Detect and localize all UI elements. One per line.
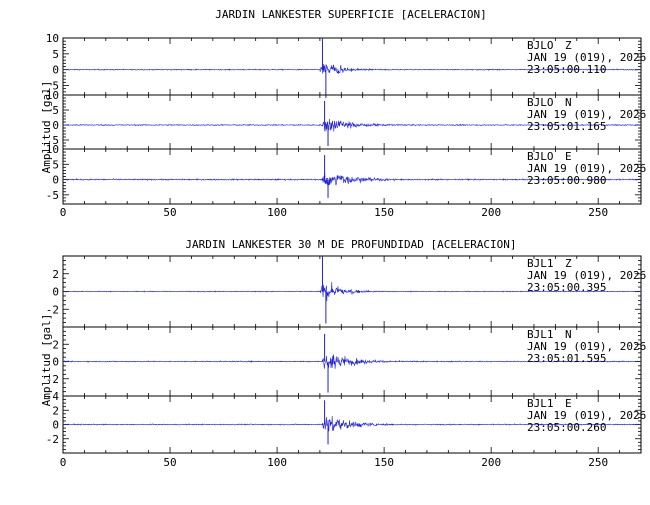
waveform-trace — [62, 118, 642, 132]
x-tick-label: 0 — [60, 456, 67, 469]
time-label: 23:05:00.395 — [527, 281, 606, 294]
x-tick-label: 50 — [163, 206, 176, 219]
x-tick-label: 200 — [481, 456, 501, 469]
station-label: BJL1 — [527, 257, 554, 270]
y-axis-label: Amplitud [gal] — [40, 314, 53, 407]
date-label: JAN 19 (019), 2026 — [527, 108, 646, 121]
date-label: JAN 19 (019), 2026 — [527, 340, 646, 353]
x-tick-label: 50 — [163, 456, 176, 469]
date-label: JAN 19 (019), 2026 — [527, 269, 646, 282]
time-label: 23:05:00.980 — [527, 174, 606, 187]
time-label: 23:05:01.165 — [527, 120, 606, 133]
time-label: 23:05:00.110 — [527, 63, 606, 76]
date-label: JAN 19 (019), 2026 — [527, 409, 646, 422]
y-tick-label: 0 — [52, 419, 59, 432]
y-tick-label: 0 — [52, 64, 59, 77]
y-tick-label: -2 — [46, 373, 59, 386]
waveform-trace — [62, 281, 642, 301]
component-label: E — [565, 150, 572, 163]
x-tick-label: 250 — [588, 456, 608, 469]
borehole-acceleration-block: JARDIN LANKESTER 30 M DE PROFUNDIDAD [AC… — [40, 238, 646, 469]
x-tick-label: 150 — [374, 206, 394, 219]
chart-title: JARDIN LANKESTER 30 M DE PROFUNDIDAD [AC… — [185, 238, 516, 251]
x-tick-label: 150 — [374, 456, 394, 469]
component-label: N — [565, 328, 572, 341]
component-label: E — [565, 397, 572, 410]
y-tick-label: -2 — [46, 303, 59, 316]
y-tick-label: 2 — [52, 404, 59, 417]
y-tick-label: 5 — [52, 134, 59, 147]
y-axis-label: Amplitud [gal] — [40, 81, 53, 174]
date-label: JAN 19 (019), 2026 — [527, 51, 646, 64]
y-tick-label: 5 — [52, 80, 59, 93]
y-tick-label: -4 — [46, 390, 60, 403]
y-tick-label: 2 — [52, 268, 59, 281]
y-tick-label: 2 — [52, 338, 59, 351]
waveform-trace — [62, 171, 642, 187]
y-tick-label: 0 — [52, 286, 59, 299]
component-label: Z — [565, 39, 572, 52]
x-tick-label: 200 — [481, 206, 501, 219]
date-label: JAN 19 (019), 2026 — [527, 162, 646, 175]
chart-title: JARDIN LANKESTER SUPERFICIE [ACELERACION… — [215, 8, 487, 21]
y-tick-label: -2 — [46, 433, 59, 446]
y-tick-label: 10 — [46, 143, 59, 156]
component-label: N — [565, 96, 572, 109]
station-label: BJLO — [527, 39, 554, 52]
station-label: BJLO — [527, 96, 554, 109]
y-tick-label: 0 — [52, 174, 59, 187]
y-tick-label: 0 — [52, 119, 59, 132]
y-tick-label: 0 — [52, 356, 59, 369]
x-tick-label: 250 — [588, 206, 608, 219]
y-tick-label: 5 — [52, 104, 59, 117]
y-tick-label: 5 — [52, 48, 59, 61]
waveform-trace — [62, 415, 642, 432]
x-axis: 0 50 100 150 200 250 — [60, 456, 608, 469]
x-tick-label: 0 — [60, 206, 67, 219]
station-label: BJL1 — [527, 328, 554, 341]
y-tick-label: -5 — [46, 189, 59, 202]
time-label: 23:05:00.260 — [527, 421, 606, 434]
x-tick-label: 100 — [267, 206, 287, 219]
station-label: BJLO — [527, 150, 554, 163]
y-tick-label: 10 — [46, 89, 59, 102]
component-label: Z — [565, 257, 572, 270]
y-tick-label: 5 — [52, 158, 59, 171]
waveform-trace — [62, 64, 642, 74]
surface-acceleration-block: JARDIN LANKESTER SUPERFICIE [ACELERACION… — [40, 8, 646, 219]
x-tick-label: 100 — [267, 456, 287, 469]
station-label: BJL1 — [527, 397, 554, 410]
waveform-trace — [62, 354, 642, 369]
y-tick-label: 10 — [46, 32, 59, 45]
time-label: 23:05:01.595 — [527, 352, 606, 365]
x-axis: 0 50 100 150 200 250 — [60, 206, 608, 219]
